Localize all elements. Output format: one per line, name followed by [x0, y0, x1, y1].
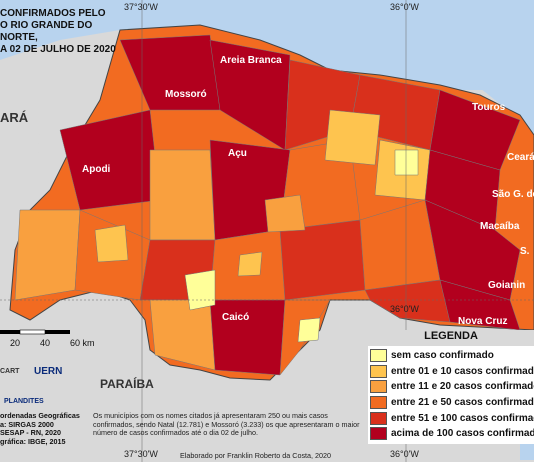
legend-label: entre 11 e 20 casos confirmados [391, 381, 534, 393]
city-label-goianinha: Goianin [488, 280, 525, 291]
municipality [94, 224, 129, 263]
city-label-areia-branca: Areia Branca [220, 55, 282, 66]
city-label-nova-cruz: Nova Cruz [458, 316, 507, 327]
map-credit: Elaborado por Franklin Roberto da Costa,… [180, 451, 332, 460]
municipality [279, 219, 366, 301]
legend-swatch [370, 396, 387, 410]
municipality [394, 149, 419, 176]
legend-label: entre 51 e 100 casos confirmados [391, 412, 534, 424]
legend-label: entre 01 e 10 casos confirmados [391, 365, 534, 377]
scale-bar: 20 40 60 km [0, 329, 95, 348]
legend-item: entre 21 e 50 casos confirmados [370, 395, 534, 411]
scale-label-60: 60 km [70, 338, 95, 348]
city-label-acu: Açu [228, 148, 247, 159]
municipality [149, 149, 216, 241]
scale-label-20: 20 [10, 338, 20, 348]
municipality [14, 209, 81, 301]
municipality [424, 199, 521, 301]
municipality [297, 317, 321, 343]
municipality [184, 269, 216, 311]
title-line-1: CONFIRMADOS PELO [0, 8, 106, 19]
legend-item: entre 11 e 20 casos confirmados [370, 379, 534, 395]
plandites-logo: PLANDITES [4, 398, 44, 405]
neighbor-label-paraiba: PARAÍBA [100, 376, 154, 391]
municipality-patches [14, 34, 521, 376]
legend-label: entre 21 e 50 casos confirmados [391, 397, 534, 409]
legend-item: sem caso confirmado [370, 348, 534, 364]
city-label-touros: Touros [472, 102, 506, 113]
cart-logo: CART [0, 368, 20, 375]
legend-item: entre 51 e 100 casos confirmados [370, 410, 534, 426]
title-line-2: O RIO GRANDE DO NORTE, [0, 20, 93, 43]
sea-area-east [300, 0, 534, 460]
municipality [364, 279, 451, 323]
coord-top-left: 37°30'W [124, 2, 158, 12]
city-label-ceara-mirim: Ceará- [507, 152, 534, 163]
title-line-3: A 02 DE JULHO DE 2020 [0, 44, 116, 55]
info-line-1: ordenadas Geográficas [0, 411, 80, 420]
legend-swatch [370, 427, 387, 441]
legend-swatch [370, 349, 387, 363]
scale-label-40: 40 [40, 338, 50, 348]
city-label-caico: Caicó [222, 312, 249, 323]
coord-top-right: 36°0'W [390, 2, 419, 12]
city-label-mossoro: Mossoró [165, 89, 207, 100]
info-line-2: a: SIRGAS 2000 [0, 419, 54, 429]
city-label-natal: S. [520, 246, 530, 257]
legend-swatch [370, 380, 387, 394]
legend-swatch [370, 411, 387, 425]
legend-item: acima de 100 casos confirmados [370, 426, 534, 442]
map-title: CONFIRMADOS PELO O RIO GRANDE DO NORTE, … [0, 8, 130, 56]
legend-rows: sem caso confirmado entre 01 e 10 casos c… [368, 346, 534, 444]
city-label-macaiba: Macaíba [480, 221, 520, 232]
uern-logo: UERN [34, 366, 63, 377]
municipality [264, 194, 306, 233]
coord-bottom-right: 36°0'W [390, 449, 419, 459]
legend-item: entre 01 e 10 casos confirmados [370, 364, 534, 380]
city-label-apodi: Apodi [82, 164, 111, 175]
info-line-3: SESAP - RN, 2020 [0, 428, 61, 437]
municipality [324, 109, 381, 166]
municipality [237, 251, 263, 277]
legend-title: LEGENDA [368, 330, 534, 346]
legend-label: acima de 100 casos confirmados [391, 428, 534, 440]
legend: LEGENDA sem caso confirmado entre 01 e 10… [368, 330, 534, 444]
legend-swatch [370, 364, 387, 378]
city-label-sao-goncalo: São G. do [492, 189, 534, 200]
map-note: Os municípios com os nomes citados já ap… [93, 411, 360, 437]
coord-mid-right: 36°0'W [390, 304, 419, 314]
info-line-4: gráfica: IBGE, 2015 [0, 436, 66, 446]
legend-label: sem caso confirmado [391, 350, 494, 362]
info-block: ordenadas Geográficas a: SIRGAS 2000 SES… [0, 411, 80, 446]
neighbor-label-ceara: ARÁ [0, 110, 29, 125]
coord-bottom-left: 37°30'W [124, 449, 158, 459]
